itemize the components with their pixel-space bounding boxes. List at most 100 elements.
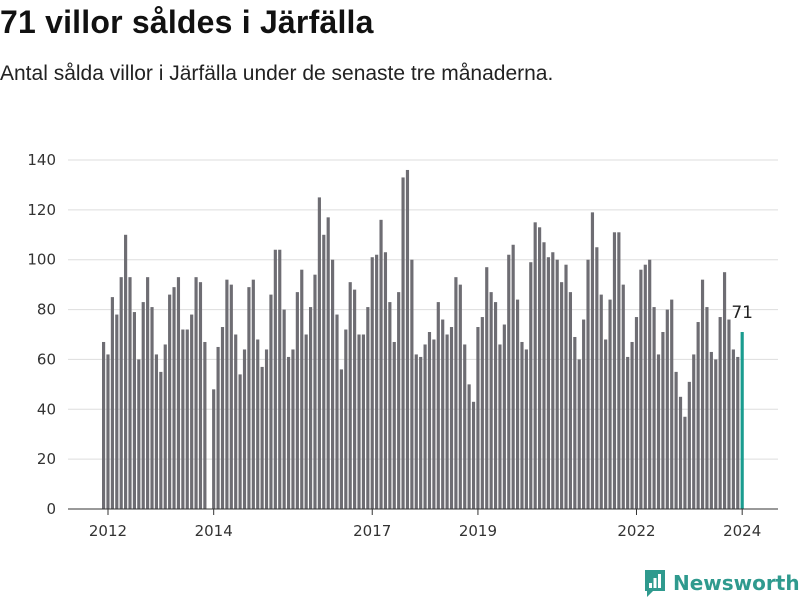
bar (538, 227, 542, 509)
x-tick-label: 2022 (617, 522, 655, 540)
bar (546, 257, 550, 509)
bar (608, 299, 612, 509)
bar (630, 341, 634, 509)
brand-name: Newsworthy (673, 571, 800, 595)
bar (423, 344, 427, 509)
bar (194, 277, 198, 509)
bar (405, 169, 410, 509)
bar (520, 341, 524, 509)
bar (639, 269, 643, 509)
bar (626, 356, 630, 509)
bar (331, 259, 335, 509)
x-tick-label: 2017 (353, 522, 391, 540)
bar (410, 259, 414, 509)
bar (498, 344, 502, 509)
bar (441, 319, 445, 509)
bar (476, 327, 480, 509)
bar (722, 272, 727, 509)
bar (604, 339, 608, 509)
bar (652, 307, 656, 509)
newsworthy-logo-icon (645, 570, 665, 597)
bar (458, 284, 462, 509)
bar (617, 232, 621, 510)
bar (471, 401, 476, 509)
bar (489, 292, 493, 509)
bar (220, 327, 225, 509)
bar (102, 341, 106, 509)
bar (168, 294, 172, 509)
bar-highlight (740, 332, 744, 509)
bar (282, 309, 286, 509)
last-value-label: 71 (731, 303, 753, 323)
y-tick-label: 60 (37, 350, 56, 368)
bar (661, 332, 665, 509)
bar (137, 359, 141, 509)
bar (665, 309, 669, 509)
bar (445, 334, 449, 509)
bar (696, 322, 700, 509)
bar (573, 336, 577, 509)
bar (648, 259, 652, 509)
bar (414, 354, 418, 509)
bar (427, 332, 432, 509)
bar (718, 317, 722, 509)
y-tick-label: 140 (27, 151, 56, 169)
bar (115, 314, 119, 509)
bar (507, 254, 511, 509)
bar (203, 341, 207, 509)
bar (568, 292, 573, 509)
bar (678, 396, 683, 509)
bar (247, 287, 251, 509)
bar (256, 339, 260, 509)
bar (234, 334, 238, 509)
bar (269, 294, 273, 509)
bar (251, 279, 255, 509)
bar (176, 277, 181, 509)
bar (146, 277, 150, 509)
x-tick-label: 2024 (723, 522, 761, 540)
bar (705, 307, 709, 509)
bar (181, 329, 185, 509)
x-tick-label: 2019 (459, 522, 497, 540)
bar (357, 334, 361, 509)
bar (106, 354, 110, 509)
bar (582, 319, 586, 509)
bar (401, 177, 405, 509)
bar (529, 262, 533, 509)
chart-title: 71 villor såldes i Järfälla (0, 4, 374, 40)
bar (264, 349, 269, 509)
bar (397, 292, 401, 509)
bar (454, 277, 458, 509)
bar (419, 356, 423, 509)
bar (515, 299, 520, 509)
bar (542, 242, 546, 509)
y-tick-label: 100 (27, 251, 56, 269)
bar (260, 366, 264, 509)
bar (344, 329, 348, 509)
bar (300, 269, 304, 509)
bar (700, 279, 705, 509)
bar (656, 354, 661, 509)
chart-subtitle: Antal sålda villor i Järfälla under de s… (0, 62, 554, 85)
bar (564, 264, 568, 509)
bar (119, 277, 123, 509)
bar (273, 249, 277, 510)
bar (124, 234, 128, 510)
bar (674, 371, 678, 509)
bar (304, 334, 308, 509)
bar (731, 349, 735, 509)
y-tick-label: 20 (37, 450, 56, 468)
bar (159, 371, 163, 509)
bar (555, 259, 559, 509)
bar (621, 284, 625, 509)
bar (485, 267, 489, 509)
bar (560, 282, 564, 509)
bar (511, 244, 515, 509)
bar (308, 307, 313, 509)
bar (714, 359, 718, 509)
bar (375, 254, 379, 509)
bar (586, 259, 590, 509)
x-tick-label: 2014 (195, 522, 233, 540)
bar (599, 294, 603, 509)
